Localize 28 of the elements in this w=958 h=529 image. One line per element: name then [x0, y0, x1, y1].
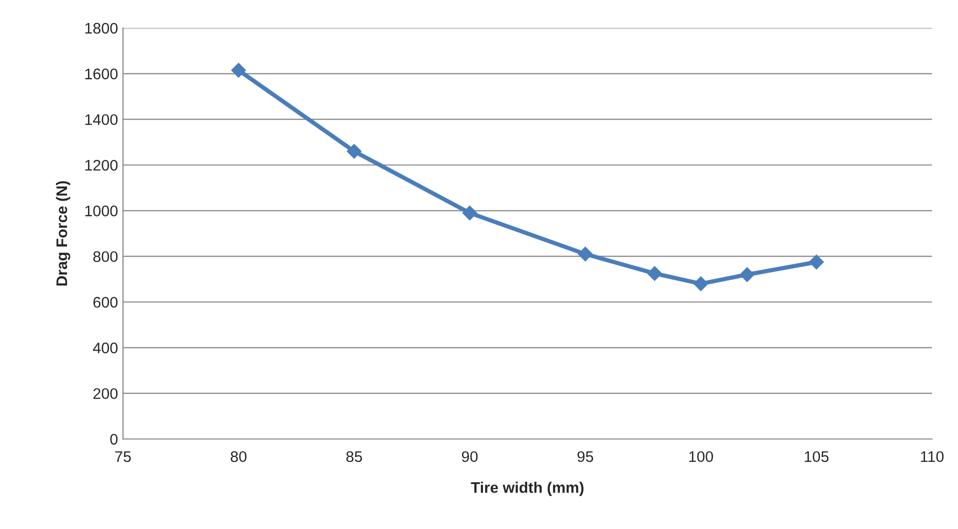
x-tick-label: 80: [230, 451, 246, 462]
point: [693, 276, 708, 292]
x-axis-title: Tire width (mm): [470, 482, 584, 496]
y-tick-label: 600: [93, 296, 118, 308]
y-tick-label: 1200: [85, 160, 118, 171]
y-tick-label: 800: [93, 251, 118, 262]
point: [346, 144, 362, 159]
point: [578, 246, 593, 262]
y-tick-label: 0: [110, 434, 118, 445]
x-tick-label: 90: [462, 451, 478, 462]
x-tick-label: 100: [689, 451, 714, 462]
point: [740, 267, 754, 282]
y-tick-label: 1800: [85, 22, 118, 34]
y-tick-label: 1400: [85, 114, 118, 126]
y-axis-title: Drag Force (N): [56, 181, 70, 286]
point: [462, 206, 478, 220]
point: [647, 266, 662, 281]
x-tick-label: 110: [920, 451, 944, 462]
x-tick-label: 85: [346, 451, 362, 462]
point: [231, 62, 246, 78]
y-tick-label: 400: [93, 342, 118, 354]
x-tick-label: 75: [115, 451, 131, 462]
x-tick-label: 95: [578, 451, 594, 462]
y-tick-label: 1600: [85, 68, 118, 80]
y-tick-label: 1000: [85, 206, 118, 216]
y-tick-label: 200: [93, 388, 118, 400]
point: [809, 254, 824, 270]
x-tick-label: 105: [804, 451, 829, 462]
